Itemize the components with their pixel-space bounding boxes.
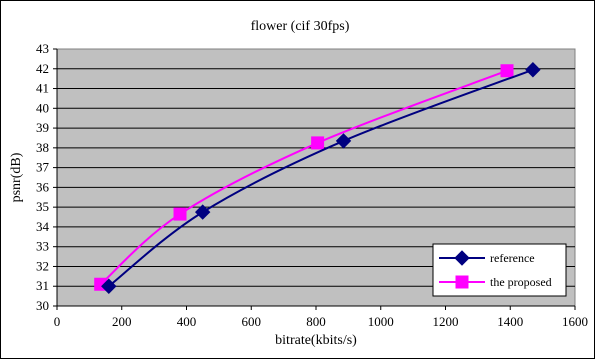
y-tick-label: 42 xyxy=(36,61,49,76)
x-tick-label: 1600 xyxy=(562,314,588,329)
y-axis-label: psnr(dB) xyxy=(9,152,24,202)
x-tick-label: 1400 xyxy=(497,314,523,329)
y-tick-label: 30 xyxy=(36,298,49,313)
data-point xyxy=(194,204,211,220)
legend-marker xyxy=(454,250,470,266)
y-tick-label: 33 xyxy=(36,239,49,254)
y-tick-label: 37 xyxy=(36,160,50,175)
legend-item: the proposed xyxy=(439,275,552,289)
series-line xyxy=(100,69,508,286)
legend-item: reference xyxy=(439,250,535,266)
y-tick-label: 31 xyxy=(36,278,49,293)
x-tick-label: 200 xyxy=(112,314,132,329)
x-tick-label: 400 xyxy=(177,314,197,329)
y-tick-label: 43 xyxy=(36,41,49,56)
series-reference xyxy=(101,62,541,294)
y-tick-label: 38 xyxy=(36,140,49,155)
data-point xyxy=(173,207,187,221)
data-point xyxy=(525,62,541,78)
data-point xyxy=(335,133,352,149)
series-layer xyxy=(94,62,541,294)
legend-label: the proposed xyxy=(490,275,552,289)
y-axis-ticks: 30 31 32 33 34 35 36 37 38 39 40 41 42 43 xyxy=(36,41,58,313)
legend: reference the proposed xyxy=(432,243,567,297)
x-tick-label: 800 xyxy=(306,314,326,329)
data-point xyxy=(500,64,514,78)
legend-label: reference xyxy=(490,251,535,265)
y-tick-label: 39 xyxy=(36,120,49,135)
x-tick-label: 0 xyxy=(54,314,61,329)
data-point xyxy=(311,136,325,150)
y-tick-label: 41 xyxy=(36,81,49,96)
y-tick-label: 40 xyxy=(36,100,49,115)
x-tick-label: 600 xyxy=(242,314,262,329)
legend-box xyxy=(432,243,567,297)
y-tick-label: 36 xyxy=(36,179,50,194)
x-tick-label: 1000 xyxy=(368,314,394,329)
chart-title: flower (cif 30fps) xyxy=(251,19,350,34)
legend-marker xyxy=(455,275,469,289)
x-tick-label: 1200 xyxy=(433,314,459,329)
x-axis-ticks: 0 200 400 600 800 1000 1200 1400 1600 xyxy=(54,305,588,329)
y-tick-label: 34 xyxy=(36,219,50,234)
data-point xyxy=(101,278,117,294)
series-line xyxy=(108,68,534,288)
x-axis-label: bitrate(kbits/s) xyxy=(275,333,357,348)
y-tick-label: 35 xyxy=(36,199,49,214)
series-the-proposed xyxy=(94,64,514,291)
y-tick-label: 32 xyxy=(36,258,49,273)
gridlines xyxy=(57,68,575,287)
